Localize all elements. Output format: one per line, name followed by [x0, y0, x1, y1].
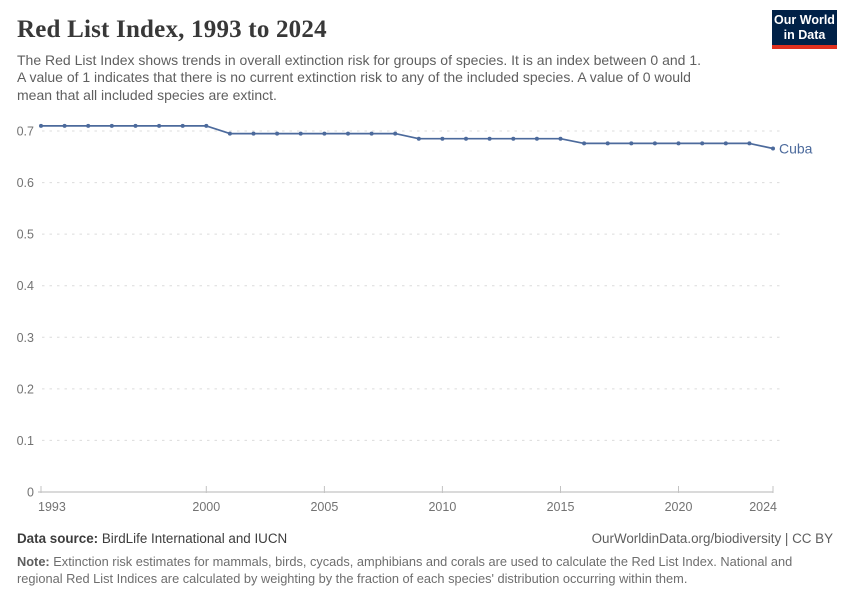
chart-subtitle: The Red List Index shows trends in overa… — [17, 52, 701, 104]
subtitle-line: The Red List Index shows trends in overa… — [17, 52, 702, 68]
data-point[interactable] — [416, 136, 421, 141]
data-point[interactable] — [629, 141, 634, 146]
data-point[interactable] — [747, 141, 752, 146]
page-title: Red List Index, 1993 to 2024 — [17, 16, 327, 43]
data-point[interactable] — [652, 141, 657, 146]
attribution-link[interactable]: OurWorldinData.org/biodiversity | CC BY — [591, 531, 833, 546]
data-point[interactable] — [39, 123, 43, 128]
data-point[interactable] — [157, 123, 162, 128]
data-source-label: Data source: — [17, 531, 99, 546]
y-axis-tick-label: 0.2 — [17, 382, 34, 396]
y-axis-tick-label: 0.5 — [17, 228, 34, 242]
x-axis-tick-label: 2015 — [547, 500, 575, 514]
subtitle-line: mean that all included species are extin… — [17, 86, 277, 103]
data-point[interactable] — [723, 141, 728, 146]
data-point[interactable] — [62, 123, 67, 128]
x-axis-tick-label: 1993 — [38, 500, 66, 514]
data-point[interactable] — [322, 131, 327, 136]
line-series-cuba[interactable] — [40, 125, 774, 150]
data-point[interactable] — [275, 131, 280, 136]
data-point[interactable] — [393, 131, 398, 136]
data-point[interactable] — [227, 131, 232, 136]
data-point[interactable] — [511, 136, 516, 141]
line-chart: 0 0.1 0.2 0.3 0.4 0.5 0.6 0.7 1993 2000 2005 2010 20… — [17, 123, 813, 514]
note-line: regional Red List Indices are calculated… — [17, 571, 688, 586]
data-point[interactable] — [204, 123, 209, 128]
y-axis-tick-label: 0.4 — [17, 279, 34, 293]
owid-logo-text: in Data — [783, 28, 826, 42]
note-line: Extinction risk estimates for mammals, b… — [53, 554, 793, 569]
data-point[interactable] — [534, 136, 539, 141]
note-label: Note: — [17, 554, 50, 569]
x-axis-tick-label: 2000 — [192, 500, 220, 514]
data-point[interactable] — [464, 136, 468, 141]
chart-note: Note: Extinction risk estimates for mamm… — [17, 553, 833, 587]
y-axis-tick-label: 0 — [27, 486, 34, 500]
x-axis-tick-label: 2010 — [428, 500, 456, 514]
data-point[interactable] — [251, 131, 256, 136]
x-axis-tick-label: 2024 — [749, 500, 777, 514]
data-point[interactable] — [133, 123, 138, 128]
data-point[interactable] — [180, 123, 185, 128]
data-point[interactable] — [369, 131, 374, 136]
data-source: Data source: BirdLife International and … — [17, 531, 287, 547]
data-point[interactable] — [605, 141, 610, 146]
y-axis-tick-label: 0.1 — [17, 434, 34, 448]
data-point[interactable] — [346, 131, 350, 136]
chart-footer: Data source: BirdLife International and … — [17, 531, 833, 587]
y-axis-tick-label: 0.3 — [17, 331, 34, 345]
data-point[interactable] — [298, 131, 303, 136]
series-label-cuba[interactable]: Cuba — [779, 141, 813, 157]
data-point[interactable] — [487, 136, 492, 141]
data-point[interactable] — [558, 136, 563, 141]
x-axis-tick-label: 2005 — [310, 500, 338, 514]
y-axis-tick-label: 0.7 — [17, 125, 34, 139]
data-point[interactable] — [771, 146, 775, 151]
owid-logo[interactable]: Our World in Data — [772, 10, 837, 49]
data-point[interactable] — [440, 136, 445, 141]
data-point[interactable] — [582, 141, 587, 146]
owid-logo-text: Our World — [774, 13, 835, 27]
data-source-text: BirdLife International and IUCN — [101, 531, 288, 546]
data-point[interactable] — [700, 141, 705, 146]
data-point[interactable] — [109, 123, 114, 128]
x-axis-tick-label: 2020 — [665, 500, 693, 514]
subtitle-line: A value of 1 indicates that there is no … — [17, 69, 691, 86]
y-axis-tick-label: 0.6 — [17, 176, 34, 190]
data-point[interactable] — [86, 123, 91, 128]
data-point[interactable] — [676, 141, 681, 146]
